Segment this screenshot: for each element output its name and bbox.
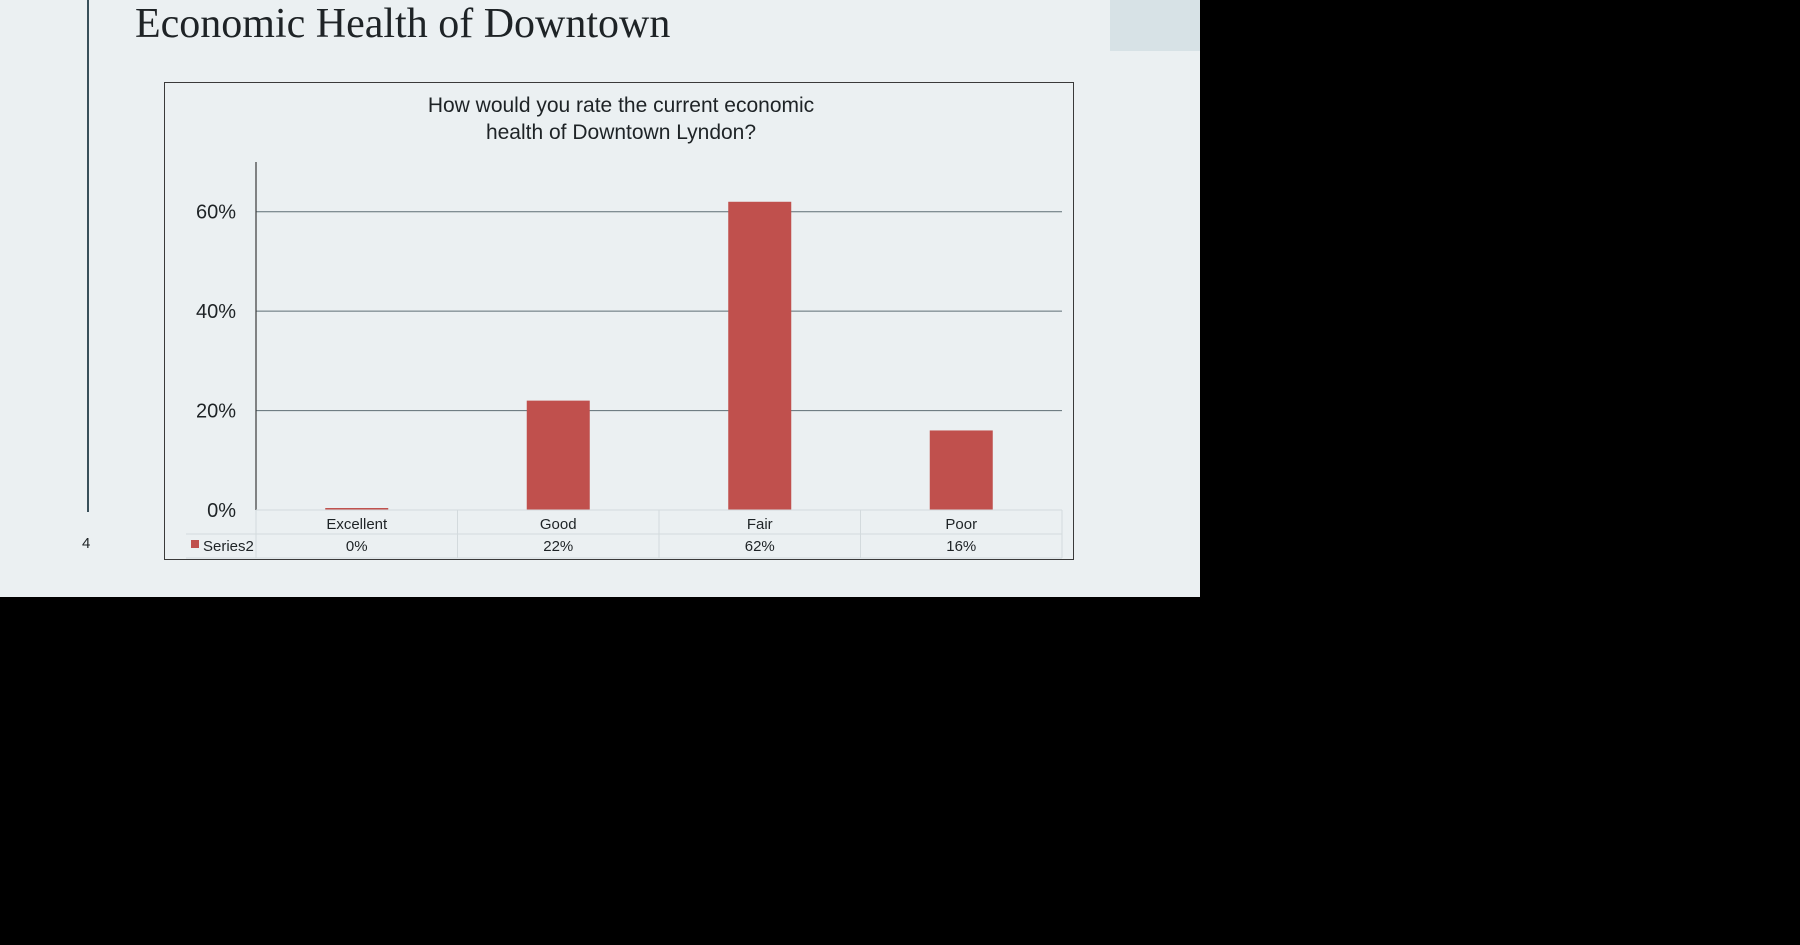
chart-title-line-2: health of Downtown Lyndon? [485,121,757,144]
corner-accent-block [1110,0,1200,51]
bar-poor [929,430,993,510]
data-table-value: 0% [346,538,368,555]
x-category-label: Excellent [326,516,388,533]
bar-fair [728,201,792,510]
x-category-label: Good [540,516,577,533]
page-number: 4 [82,535,91,552]
bar-good [526,400,590,510]
data-table-value: 62% [745,538,775,555]
left-accent-rule [87,0,89,512]
legend-series-name: Series2 [203,538,254,555]
slide-title: Economic Health of Downtown [135,1,671,47]
data-table-value: 22% [543,538,573,555]
y-tick-label: 0% [207,500,236,522]
y-tick-label: 40% [196,301,236,323]
data-table-value: 16% [946,538,976,555]
chart-frame [164,82,1074,560]
bar-excellent [325,508,389,510]
legend-swatch [191,540,199,548]
y-tick-label: 20% [196,401,236,423]
chart-title: How would you rate the current economic … [380,92,862,146]
y-tick-label: 60% [196,202,236,224]
x-category-label: Poor [945,516,977,533]
chart-title-line-1: How would you rate the current economic [427,94,815,117]
x-category-label: Fair [747,516,773,533]
chart-plot: 0% 20% 40% 60% Excellent Good Fair Poor Series2 0… [186,162,1063,559]
slide: Economic Health of Downtown 4 How would … [0,0,1200,597]
